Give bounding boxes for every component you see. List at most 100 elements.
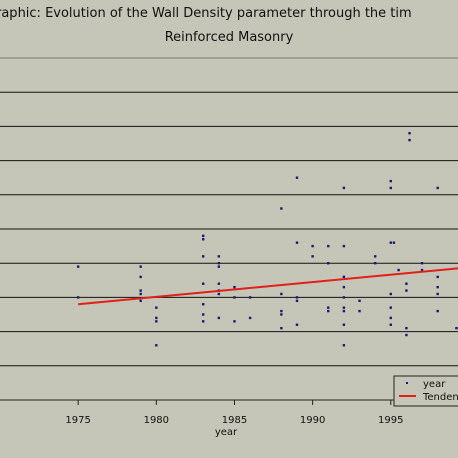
data-point bbox=[455, 326, 458, 330]
data-point bbox=[420, 268, 424, 272]
data-point bbox=[155, 344, 158, 347]
legend-marker-year bbox=[406, 382, 408, 384]
data-point bbox=[248, 316, 252, 320]
data-point bbox=[217, 262, 221, 265]
data-point bbox=[436, 285, 439, 289]
data-point bbox=[248, 296, 252, 299]
data-point bbox=[342, 186, 346, 190]
data-point bbox=[295, 299, 299, 303]
data-point bbox=[280, 292, 283, 296]
x-axis-ticks: 1975 1980 1985 1990 1995 bbox=[65, 400, 404, 426]
data-point bbox=[392, 241, 396, 244]
data-point bbox=[408, 138, 411, 142]
trendline bbox=[78, 267, 458, 306]
gridlines bbox=[0, 91, 458, 367]
data-points bbox=[76, 132, 458, 347]
data-point bbox=[76, 296, 80, 299]
data-point bbox=[405, 289, 408, 292]
data-point bbox=[155, 320, 158, 323]
data-point bbox=[420, 262, 424, 265]
x-tick-label: 1985 bbox=[222, 415, 247, 426]
x-axis-label: year bbox=[215, 427, 238, 438]
data-point bbox=[389, 316, 392, 320]
data-point bbox=[389, 292, 392, 296]
data-point bbox=[280, 326, 283, 330]
data-point bbox=[217, 316, 221, 320]
x-tick-label: 1995 bbox=[378, 415, 403, 426]
data-point bbox=[342, 296, 346, 299]
data-point bbox=[202, 234, 205, 238]
data-point bbox=[342, 309, 346, 313]
data-point bbox=[139, 299, 142, 303]
x-tick-label: 1990 bbox=[300, 415, 325, 426]
x-tick-label: 1980 bbox=[144, 415, 169, 426]
legend-label-trend: Tenden bbox=[422, 392, 458, 403]
data-point bbox=[389, 186, 392, 190]
data-point bbox=[311, 244, 314, 248]
data-point bbox=[408, 132, 411, 135]
data-point bbox=[139, 265, 142, 268]
data-point bbox=[155, 306, 158, 309]
data-point bbox=[342, 306, 346, 309]
data-point bbox=[389, 323, 392, 326]
data-point bbox=[436, 186, 439, 190]
data-point bbox=[295, 176, 299, 179]
data-point bbox=[202, 313, 205, 316]
data-point bbox=[280, 309, 283, 313]
data-point bbox=[327, 306, 330, 309]
data-point bbox=[202, 238, 205, 241]
data-point bbox=[233, 296, 236, 299]
data-point bbox=[436, 309, 439, 313]
data-point bbox=[295, 296, 299, 299]
data-point bbox=[397, 268, 400, 272]
data-point bbox=[217, 265, 221, 268]
data-point bbox=[373, 255, 377, 258]
data-point bbox=[217, 255, 221, 258]
x-tick-label: 1975 bbox=[65, 415, 90, 426]
data-point bbox=[280, 207, 283, 210]
data-point bbox=[233, 320, 236, 323]
data-point bbox=[405, 326, 408, 330]
data-point bbox=[436, 292, 439, 296]
data-point bbox=[76, 265, 80, 268]
data-point bbox=[342, 323, 346, 326]
legend: year Tenden bbox=[393, 375, 458, 407]
data-point bbox=[233, 285, 236, 289]
data-point bbox=[342, 344, 346, 347]
data-point bbox=[358, 299, 361, 303]
data-point bbox=[311, 255, 314, 258]
data-point bbox=[327, 262, 330, 265]
data-point bbox=[389, 241, 392, 244]
legend-box bbox=[393, 375, 458, 407]
data-point bbox=[358, 309, 361, 313]
data-point bbox=[139, 292, 142, 296]
data-point bbox=[295, 323, 299, 326]
data-point bbox=[217, 292, 221, 296]
data-point bbox=[295, 241, 299, 244]
data-point bbox=[139, 275, 142, 279]
data-point bbox=[342, 275, 346, 279]
chart-title-line2: Reinforced Masonry bbox=[0, 30, 458, 45]
data-point bbox=[405, 333, 408, 337]
data-point bbox=[202, 320, 205, 323]
legend-label-year: year bbox=[423, 379, 446, 390]
data-point bbox=[202, 255, 205, 258]
data-point bbox=[139, 289, 142, 292]
data-point bbox=[342, 285, 346, 289]
data-point bbox=[202, 303, 205, 306]
data-point bbox=[280, 313, 283, 316]
chart-title-line1: raphic: Evolution of the Wall Density pa… bbox=[0, 6, 412, 21]
data-point bbox=[436, 275, 439, 279]
data-point bbox=[155, 316, 158, 320]
data-point bbox=[373, 262, 377, 265]
data-point bbox=[342, 244, 346, 248]
data-point bbox=[202, 282, 205, 285]
data-point bbox=[217, 282, 221, 285]
data-point bbox=[405, 282, 408, 285]
data-point bbox=[389, 179, 392, 183]
data-point bbox=[389, 306, 392, 309]
chart-subtitle: Reinforced Masonry bbox=[164, 30, 294, 45]
data-point bbox=[327, 244, 330, 248]
data-point bbox=[327, 309, 330, 313]
